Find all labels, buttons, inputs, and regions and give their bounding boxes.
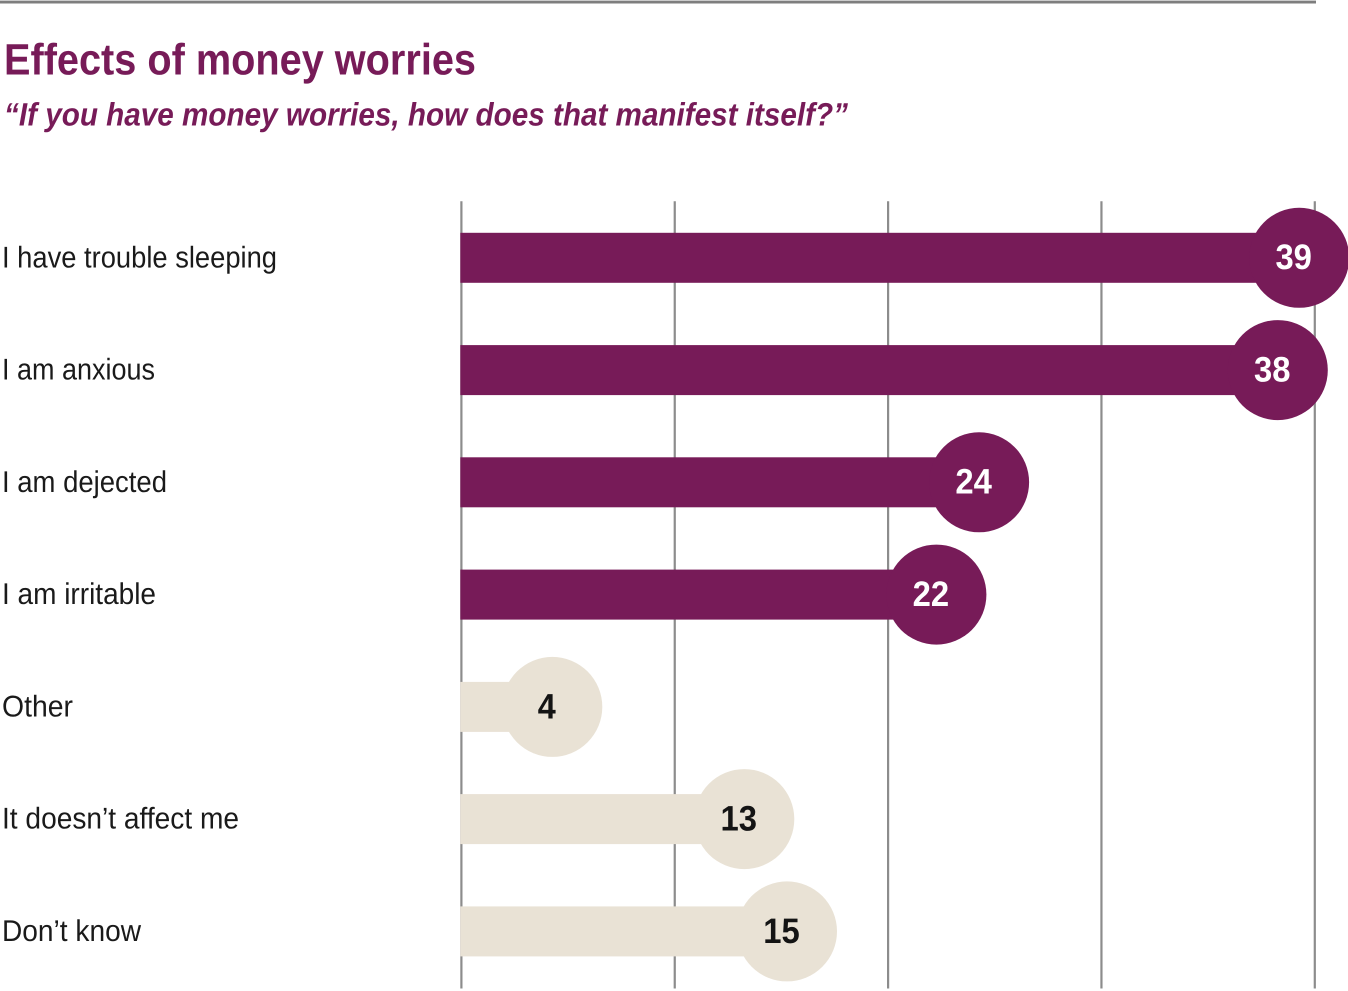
svg-text:“If you have money worries, ho: “If you have money worries, how does tha… bbox=[4, 97, 849, 133]
svg-text:I am irritable: I am irritable bbox=[2, 578, 156, 611]
svg-text:Other: Other bbox=[2, 691, 73, 724]
svg-text:Effects of money worries: Effects of money worries bbox=[4, 36, 476, 85]
svg-text:4: 4 bbox=[538, 686, 556, 726]
svg-text:It doesn’t affect me: It doesn’t affect me bbox=[2, 803, 239, 836]
svg-text:I am anxious: I am anxious bbox=[2, 354, 155, 387]
svg-text:39: 39 bbox=[1275, 237, 1312, 277]
svg-text:13: 13 bbox=[721, 799, 758, 839]
svg-text:24: 24 bbox=[955, 462, 992, 502]
svg-text:I have trouble sleeping: I have trouble sleeping bbox=[2, 241, 277, 274]
svg-text:38: 38 bbox=[1254, 350, 1291, 390]
svg-text:Don’t know: Don’t know bbox=[2, 915, 141, 948]
svg-text:I am dejected: I am dejected bbox=[2, 466, 167, 499]
svg-text:22: 22 bbox=[913, 574, 950, 614]
svg-text:15: 15 bbox=[763, 911, 800, 951]
